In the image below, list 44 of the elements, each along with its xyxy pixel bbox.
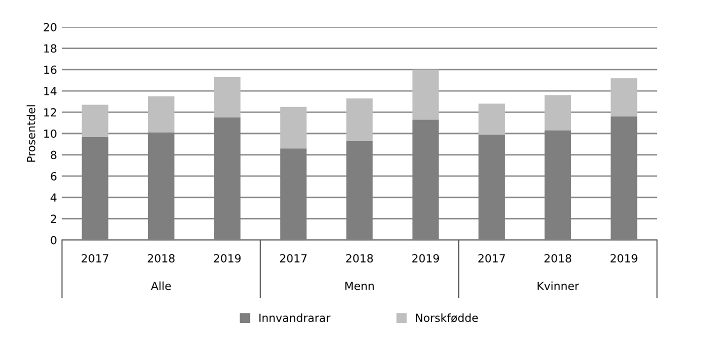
x-tick-label: 2017: [82, 254, 108, 262]
text: Alle: [150, 281, 171, 290]
y-axis-title: Prosentdel: [26, 105, 36, 162]
x-tick-label: 2018: [346, 254, 373, 262]
x-tick-label: 2017: [280, 254, 307, 262]
bar: [148, 132, 174, 240]
x-tick-label: 2019: [214, 254, 241, 262]
bar: [280, 148, 307, 240]
bar: [478, 104, 505, 135]
legend-label: Innvandrarar: [259, 313, 330, 322]
y-tick-label: 18: [44, 44, 56, 53]
bar: [610, 116, 638, 240]
legend-label: Norskfødde: [416, 313, 478, 322]
y-tick-label: 6: [50, 172, 56, 180]
bar: [346, 140, 373, 240]
y-tick-label: 8: [50, 150, 56, 160]
y-tick-label: 12: [44, 108, 56, 116]
x-tick-label: 2018: [544, 254, 572, 262]
bar: [478, 134, 505, 240]
bar: [346, 98, 373, 141]
bar: [280, 106, 307, 148]
x-tick-label: 2017: [478, 254, 505, 262]
text: Menn: [345, 282, 374, 290]
text: Kvinner: [538, 281, 580, 290]
bar: [214, 77, 240, 118]
y-tick-label: 10: [44, 129, 56, 138]
bar: [610, 78, 638, 116]
y-tick-label: 16: [44, 66, 56, 74]
y-tick-label: 4: [50, 194, 57, 202]
y-tick-label: 14: [44, 87, 57, 96]
bar: [82, 136, 108, 240]
x-tick-label: 2019: [610, 254, 638, 262]
bar: [82, 104, 108, 137]
bar: [544, 95, 572, 130]
y-tick-label: 20: [44, 22, 56, 32]
bar: [412, 120, 439, 240]
y-tick-label: 0: [50, 236, 56, 244]
bar: [148, 96, 174, 132]
x-tick-label: 2019: [412, 254, 439, 262]
bar: [214, 118, 240, 240]
y-tick-label: 2: [50, 214, 56, 223]
x-tick-label: 2018: [148, 254, 175, 262]
bar: [544, 130, 572, 240]
bar: [412, 70, 439, 120]
